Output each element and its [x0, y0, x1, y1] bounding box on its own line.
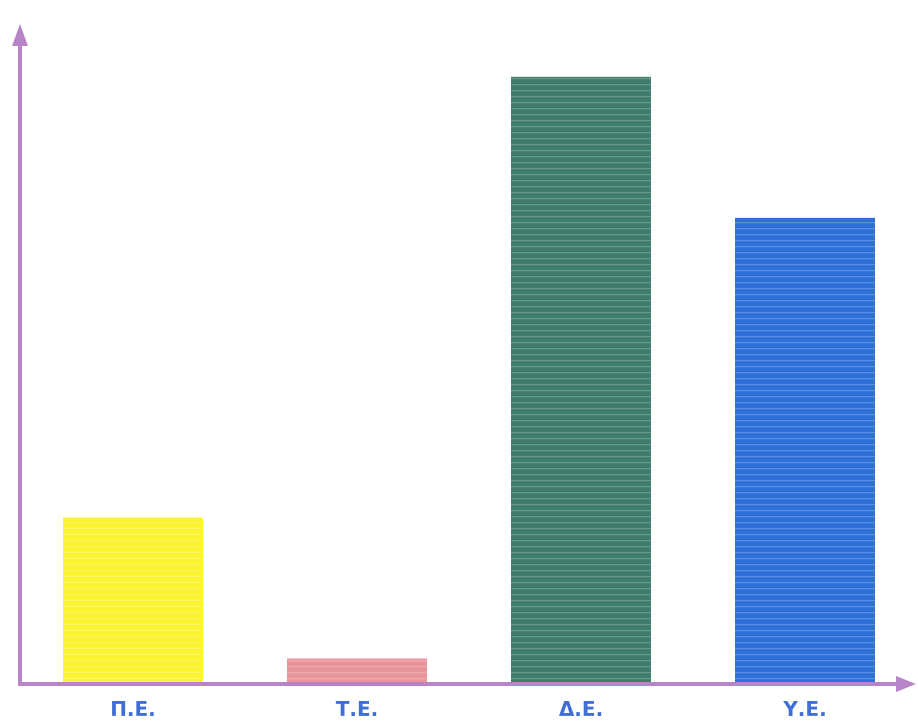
y-axis-arrowhead [12, 24, 28, 46]
category-labels-group: Π.Ε. Τ.Ε. Δ.Ε. Υ.Ε. [110, 697, 826, 721]
bars-group [63, 76, 875, 682]
bar-texture-3 [511, 76, 651, 682]
x-tick-label-4: Υ.Ε. [782, 697, 826, 721]
axes [12, 24, 916, 692]
bar-texture-2 [287, 658, 427, 682]
x-tick-label-2: Τ.Ε. [336, 697, 379, 721]
bar-texture-4 [735, 217, 875, 682]
bar-texture-1 [63, 517, 203, 682]
x-tick-label-3: Δ.Ε. [559, 697, 603, 721]
x-tick-label-1: Π.Ε. [110, 697, 156, 721]
x-axis-arrowhead [896, 676, 916, 692]
